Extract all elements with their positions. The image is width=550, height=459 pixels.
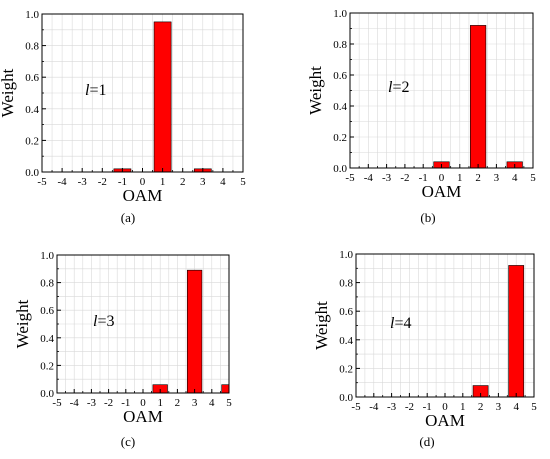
y-tick-label: 0.2 [40,360,54,372]
x-tick-label: -4 [58,176,68,188]
x-tick-label: 5 [226,397,232,409]
x-tick-label: -5 [351,401,361,413]
x-tick-label: 2 [478,401,484,413]
x-tick-label: 5 [530,172,536,184]
x-axis-title: OAM [422,182,462,201]
y-tick-label: 0.4 [40,333,54,345]
y-tick-label: 0.0 [339,392,353,404]
bar [186,269,203,394]
bar [221,384,230,394]
x-tick-label: -5 [52,397,62,409]
x-tick-label: -3 [382,172,392,184]
x-tick-label: 3 [494,172,500,184]
y-tick-label: 1.0 [339,249,353,261]
x-tick-label: 2 [475,172,481,184]
x-tick-label: 0 [140,176,146,188]
x-tick-label: -5 [37,176,47,188]
y-tick-label: 1.0 [25,9,39,21]
chart-panel: -5 -4 -3 -2 -1 0 1 2 3 4 5 0.0 0.2 0.4 0.6 0.8 1.0 OAM Wei… [0,9,246,225]
y-axis-title: Weight [0,68,17,117]
x-tick-label: -1 [419,172,428,184]
series-annotation: l=4 [390,315,411,332]
x-tick-label: 5 [531,401,537,413]
panel-label: (c) [121,434,135,449]
x-tick-label: 1 [160,176,166,188]
y-tick-label: 0.0 [40,388,54,400]
panel-label: (b) [420,210,435,225]
y-tick-label: 0.2 [25,135,39,147]
y-tick-label: 0.2 [333,132,347,144]
x-tick-label: 4 [220,176,226,188]
x-tick-label: 0 [140,397,146,409]
chart-panel: -5 -4 -3 -2 -1 0 1 2 3 4 5 0.0 0.2 0.4 0.6 0.8 1.0 OAM Wei… [312,249,537,449]
x-tick-label: 3 [200,176,206,188]
x-tick-label: 3 [192,397,198,409]
x-tick-label: 4 [209,397,215,409]
x-tick-label: 0 [439,172,445,184]
x-tick-label: -2 [104,397,113,409]
y-tick-label: 0.6 [40,305,54,317]
y-tick-label: 0.8 [25,41,39,53]
chart-panel: -5 -4 -3 -2 -1 0 1 2 3 4 5 0.0 0.2 0.4 0.6 0.8 1.0 OAM Wei… [13,250,232,449]
series-annotation: l=3 [93,313,114,330]
x-tick-label: -3 [387,401,397,413]
x-tick-label: 3 [496,401,502,413]
x-tick-label: 1 [157,397,163,409]
series-annotation: l=1 [85,82,106,99]
panel-label: (d) [419,434,434,449]
x-tick-label: -2 [98,176,107,188]
x-tick-label: 2 [180,176,186,188]
x-tick-label: -4 [369,401,379,413]
y-tick-label: 1.0 [40,250,54,262]
x-tick-label: -1 [118,176,127,188]
y-tick-label: 0.6 [339,306,353,318]
y-tick-label: 0.8 [333,39,347,51]
x-tick-label: 4 [513,401,519,413]
y-tick-label: 0.8 [40,278,54,290]
x-tick-label: 2 [175,397,181,409]
y-tick-label: 0.2 [339,363,353,375]
y-tick-label: 1.0 [333,8,347,20]
x-tick-label: -4 [70,397,80,409]
series-annotation: l=2 [388,79,409,96]
chart-panel: -5 -4 -3 -2 -1 0 1 2 3 4 5 0.0 0.2 0.4 0.6 0.8 1.0 OAM Wei… [306,8,536,225]
x-tick-label: -5 [345,172,355,184]
x-tick-label: -3 [87,397,97,409]
y-tick-label: 0.4 [339,335,353,347]
bar [470,25,487,169]
x-tick-label: -1 [121,397,130,409]
x-tick-label: -3 [78,176,88,188]
x-axis-title: OAM [123,407,163,426]
bar [153,21,172,173]
x-axis-title: OAM [425,411,465,430]
y-tick-label: 0.0 [25,167,39,179]
x-tick-label: -2 [405,401,414,413]
x-axis-title: OAM [123,186,163,205]
y-tick-label: 0.4 [25,104,39,116]
y-tick-label: 0.8 [339,278,353,290]
y-axis-title: Weight [306,66,325,115]
x-tick-label: 5 [240,176,246,188]
y-tick-label: 0.6 [25,72,39,84]
x-tick-label: 1 [460,401,466,413]
x-tick-label: -1 [423,401,432,413]
x-tick-label: -4 [364,172,374,184]
x-tick-label: 0 [442,401,448,413]
x-tick-label: 4 [512,172,518,184]
y-axis-title: Weight [312,301,331,350]
y-tick-label: 0.4 [333,101,347,113]
panel-label: (a) [121,210,135,225]
y-tick-label: 0.0 [333,163,347,175]
y-tick-label: 0.6 [333,70,347,82]
x-tick-label: 1 [457,172,463,184]
bar [508,265,525,398]
y-axis-title: Weight [13,299,32,348]
x-tick-label: -2 [400,172,409,184]
